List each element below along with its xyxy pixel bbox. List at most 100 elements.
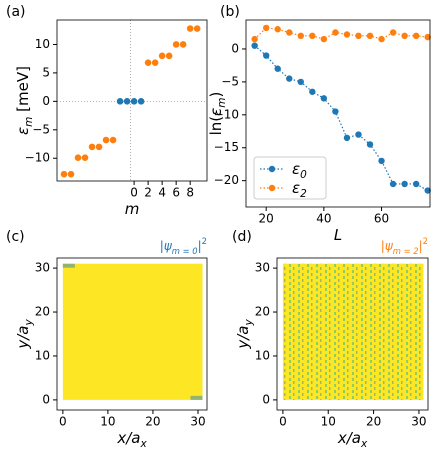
panel-title: |ψm = 0|2 [160,236,207,256]
point [67,170,75,178]
x-tick-label: 6 [172,186,180,200]
point [95,143,103,151]
panel-label: (c) [6,229,25,245]
y-tick-label: 5 [42,65,50,79]
legend-label: ε2 [292,179,307,201]
point [251,42,258,49]
y-tick-label: −15 [214,140,239,154]
point [355,131,362,138]
point [332,108,339,115]
label-part: y/a [14,326,32,350]
legend-marker [268,184,276,192]
label-part: | [419,239,423,253]
point [309,88,316,95]
label-part: |ψ [160,239,173,253]
label-part: ε [207,108,225,116]
y-axis-label: εm [meV] [14,66,36,135]
label-part: x/a [337,429,361,447]
heatmap [62,263,203,400]
point [186,25,194,32]
label-part: ln( [207,116,225,136]
point [366,141,374,148]
label-part: y/a [234,326,252,350]
point [412,180,420,188]
y-tick-label: 10 [35,348,50,362]
label-part: y [243,319,255,327]
axes-frame [245,19,431,208]
axes-frame [276,257,429,411]
y-tick-label: 10 [35,37,50,51]
x-axis-label: L [334,226,342,244]
y-tick-label: −5 [32,122,50,136]
point [332,29,339,36]
x-axis-label: m [125,200,140,218]
y-tick-label: 20 [255,305,270,319]
point [262,24,270,32]
series-line [254,27,428,40]
x-tick-label: 30 [190,415,205,429]
y-tick-label: 30 [255,261,270,275]
label-part: 2 [423,236,428,246]
label-part: x/a [116,429,140,447]
label-part: m [216,97,228,107]
point [320,95,328,102]
y-axis-label: y/ay [14,319,36,350]
point [274,26,281,33]
x-tick-label: 8 [186,186,194,200]
point [412,32,420,40]
x-tick-label: 4 [158,186,166,200]
x-tick-label: 20 [145,415,160,429]
y-tick-label: −20 [214,173,239,187]
point [158,52,166,60]
x-tick-label: 40 [316,212,331,226]
label-part: L [334,226,342,244]
x-tick-label: 0 [279,415,287,429]
point [193,25,201,32]
label-part: m [23,117,35,127]
point [378,35,385,43]
label-part: ε [292,160,300,178]
point [389,180,397,188]
point [389,29,397,36]
y-axis-label: y/ay [234,319,256,350]
panel-label: (b) [220,4,240,20]
point [262,52,270,59]
point [102,136,110,144]
point [297,78,304,86]
point [286,75,293,82]
x-tick-label: 0 [130,186,138,200]
y-tick-label: 0 [42,392,50,406]
panel-title: |ψm = 2|2 [381,236,428,256]
panel-label: (d) [232,229,252,245]
label-part: 0 [300,169,307,181]
point [137,98,145,105]
legend-marker [268,165,276,173]
point [424,187,431,194]
label-part: ε [14,127,32,135]
label-part: m [125,200,140,218]
point [165,52,173,60]
label-part: ) [207,92,225,98]
label-part: [meV] [14,66,32,117]
y-tick-label: 10 [255,348,270,362]
heatmap [282,263,424,400]
x-tick-label: 10 [321,415,336,429]
y-tick-label: −10 [214,107,239,121]
point [60,170,68,178]
point [144,59,152,66]
axes-frame [56,257,208,411]
point [297,32,304,40]
point [401,32,408,40]
point [309,32,316,40]
label-part: x [360,438,368,450]
point [123,98,131,105]
label-part: x [139,438,147,450]
y-tick-label: −5 [221,74,239,88]
label-part: m = 2 [393,246,419,256]
heatmap-spot [190,395,203,400]
axes-frame [56,19,208,182]
label-part: ε [292,179,300,197]
legend-label: ε0 [292,160,307,182]
x-tick-label: 2 [144,186,152,200]
